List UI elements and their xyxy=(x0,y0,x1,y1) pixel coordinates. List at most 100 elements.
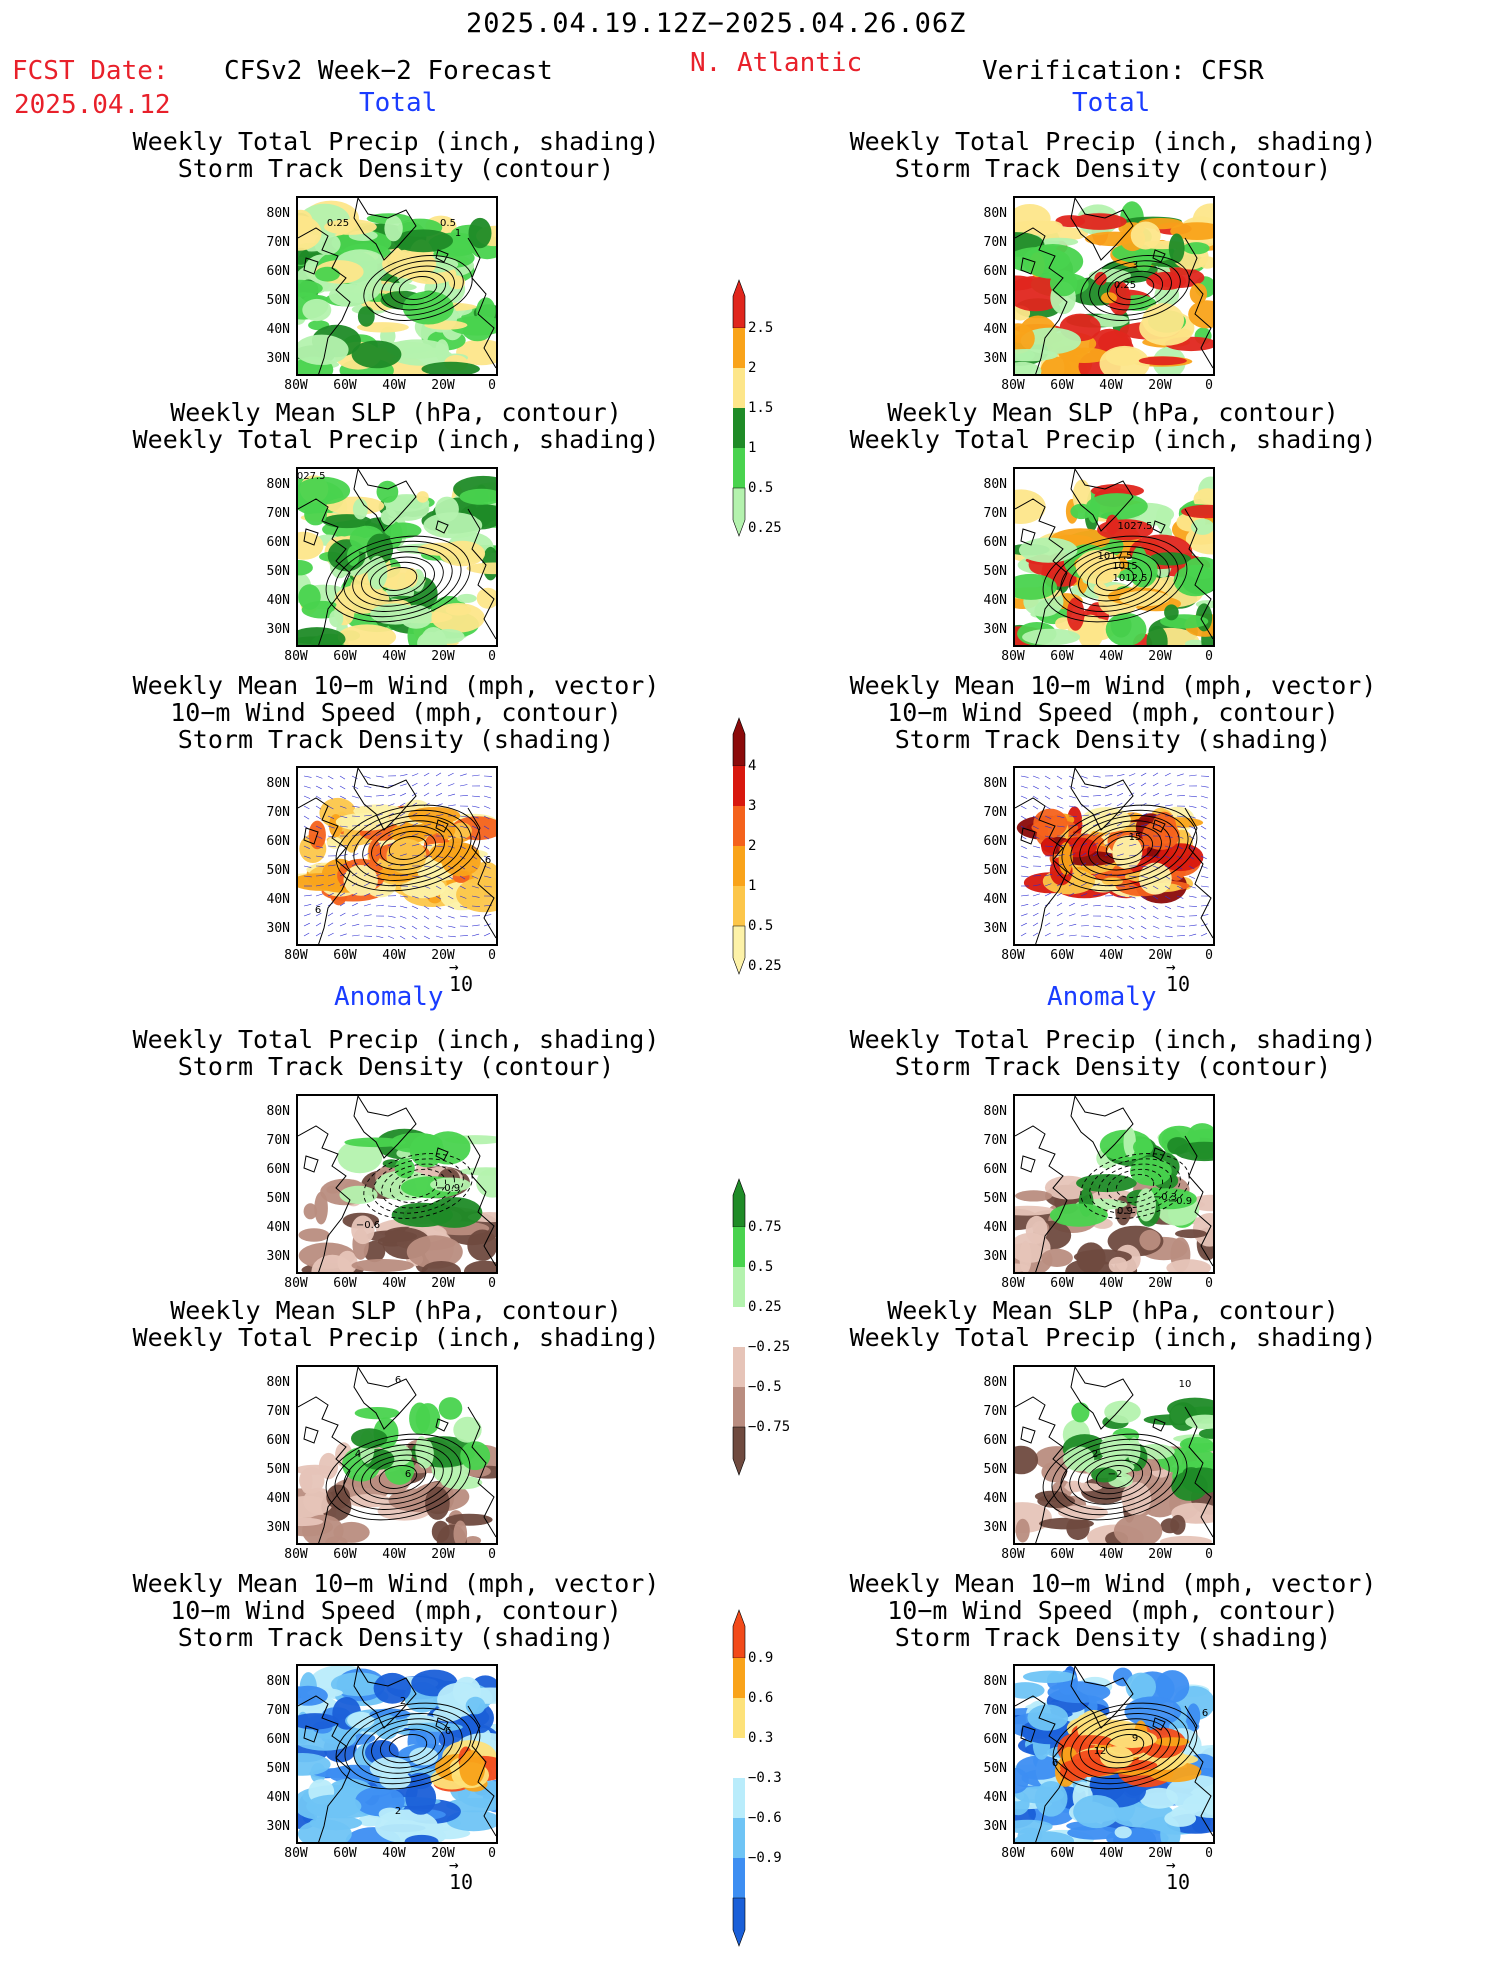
y-tick-label: 80N xyxy=(977,1674,1007,1689)
x-tick-label: 80W xyxy=(276,948,316,963)
y-tick-label: 50N xyxy=(977,1761,1007,1776)
map-panel-3: 1027.5 xyxy=(296,467,498,647)
y-tick-label: 70N xyxy=(977,1133,1007,1148)
contour-label: 6 xyxy=(395,1375,401,1386)
colorbar-swatch xyxy=(733,1658,745,1698)
y-tick-label: 60N xyxy=(260,264,290,279)
y-tick-label: 60N xyxy=(977,1433,1007,1448)
panel-2-title-line-1: Weekly Total Precip (inch, shading) xyxy=(813,128,1413,155)
colorbar-label: 0.5 xyxy=(748,480,773,496)
y-tick-label: 60N xyxy=(260,1433,290,1448)
x-tick-label: 40W xyxy=(374,1547,414,1562)
y-tick-label: 50N xyxy=(977,1462,1007,1477)
x-tick-label: 0 xyxy=(1189,1846,1229,1861)
x-tick-label: 40W xyxy=(1091,948,1131,963)
contour-label: 3 xyxy=(1132,260,1138,271)
contour-label: 1015 xyxy=(1112,561,1137,572)
y-tick-label: 30N xyxy=(977,351,1007,366)
y-tick-label: 50N xyxy=(977,863,1007,878)
contour-label: 1 xyxy=(455,228,461,239)
vector-reference: →10 xyxy=(449,962,473,996)
panel-8-title-line-2: Storm Track Density (contour) xyxy=(813,1053,1413,1080)
x-tick-label: 20W xyxy=(423,649,463,664)
colorbar-swatch xyxy=(733,1179,745,1227)
colorbar-label: 2.5 xyxy=(748,320,773,336)
left-heading: CFSv2 Week−2 Forecast xyxy=(224,56,553,86)
vector-reference-value: 10 xyxy=(1166,1870,1190,1894)
x-tick-label: 60W xyxy=(1042,378,1082,393)
x-tick-label: 40W xyxy=(1091,1547,1131,1562)
section-anomaly-left: Anomaly xyxy=(334,982,444,1012)
contour-label: −2 xyxy=(1108,1469,1123,1480)
y-tick-label: 80N xyxy=(977,1375,1007,1390)
x-tick-label: 60W xyxy=(325,378,365,393)
y-tick-label: 70N xyxy=(260,235,290,250)
x-tick-label: 20W xyxy=(1140,378,1180,393)
x-tick-label: 80W xyxy=(993,1547,1033,1562)
panel-7-title-line-2: Storm Track Density (contour) xyxy=(96,1053,696,1080)
y-tick-label: 60N xyxy=(977,1162,1007,1177)
contour-label: 4 xyxy=(355,1449,361,1460)
x-tick-label: 40W xyxy=(1091,649,1131,664)
colorbar-swatch xyxy=(733,1427,745,1475)
contour-label: 0.25 xyxy=(1114,280,1136,291)
y-tick-label: 40N xyxy=(260,892,290,907)
colorbar-swatch xyxy=(733,718,745,766)
panel-10-title-line-2: Weekly Total Precip (inch, shading) xyxy=(813,1324,1413,1351)
y-tick-label: 30N xyxy=(977,921,1007,936)
y-tick-label: 30N xyxy=(977,1819,1007,1834)
vector-reference: →10 xyxy=(1166,1860,1190,1894)
colorbar-label: 4 xyxy=(748,758,756,774)
y-tick-label: 60N xyxy=(260,1162,290,1177)
x-tick-label: 20W xyxy=(423,378,463,393)
x-tick-label: 40W xyxy=(374,948,414,963)
panel-5-title-line-2: 10−m Wind Speed (mph, contour) xyxy=(96,699,696,726)
colorbar-swatch xyxy=(733,1738,745,1778)
y-tick-label: 80N xyxy=(977,477,1007,492)
map-panel-6: 15 xyxy=(1013,766,1215,946)
colorbar-swatch xyxy=(733,368,745,408)
x-tick-label: 40W xyxy=(374,1846,414,1861)
reference-arrow-icon: → xyxy=(1166,1860,1190,1870)
y-tick-label: 80N xyxy=(260,776,290,791)
y-tick-label: 80N xyxy=(260,1104,290,1119)
y-tick-label: 40N xyxy=(977,1220,1007,1235)
colorbar-label: 0.25 xyxy=(748,520,782,536)
colorbar-swatch xyxy=(733,1778,745,1818)
colorbar-swatch xyxy=(733,886,745,926)
section-total-right: Total xyxy=(1072,88,1150,118)
reference-arrow-icon: → xyxy=(449,1860,473,1870)
x-tick-label: 0 xyxy=(472,948,512,963)
colorbar-label: −0.25 xyxy=(748,1339,790,1355)
x-tick-label: 60W xyxy=(1042,649,1082,664)
colorbar-swatch xyxy=(733,766,745,806)
y-tick-label: 30N xyxy=(260,921,290,936)
colorbar-label: 1.5 xyxy=(748,400,773,416)
contour-label: 0.25 xyxy=(327,218,349,229)
colorbar-swatch xyxy=(733,806,745,846)
colorbar-swatch xyxy=(733,846,745,886)
x-tick-label: 80W xyxy=(993,1846,1033,1861)
contour-label: 1027.5 xyxy=(1118,521,1153,532)
y-tick-label: 40N xyxy=(260,593,290,608)
contour-label: 2 xyxy=(400,1696,406,1707)
y-tick-label: 30N xyxy=(977,1249,1007,1264)
y-tick-label: 40N xyxy=(977,892,1007,907)
y-tick-label: 70N xyxy=(260,805,290,820)
panel-5-title-line-1: Weekly Mean 10−m Wind (mph, vector) xyxy=(96,672,696,699)
colorbar-label: −0.9 xyxy=(748,1850,782,1866)
y-tick-label: 60N xyxy=(977,535,1007,550)
colorbar-swatch xyxy=(733,1858,745,1898)
contour-label: 6 xyxy=(1052,1758,1058,1769)
contour-label: 1017.5 xyxy=(1098,551,1133,562)
x-tick-label: 0 xyxy=(1189,378,1229,393)
y-tick-label: 70N xyxy=(260,1133,290,1148)
x-tick-label: 80W xyxy=(276,649,316,664)
colorbar-label: −0.6 xyxy=(748,1810,782,1826)
contour-label: 15 xyxy=(1129,832,1142,843)
x-tick-label: 60W xyxy=(1042,1846,1082,1861)
